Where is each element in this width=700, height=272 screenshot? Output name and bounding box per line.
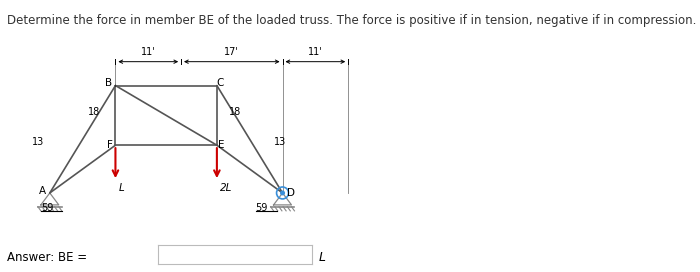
Text: 13: 13 [274,137,286,147]
Text: 17': 17' [225,47,239,57]
Circle shape [281,191,284,195]
Text: 11': 11' [308,47,323,57]
Text: 13: 13 [32,137,44,147]
Text: Determine the force in member BE of the loaded truss. The force is positive if i: Determine the force in member BE of the … [7,14,696,27]
Text: 18: 18 [229,107,241,118]
Text: 59: 59 [256,203,268,213]
Text: L: L [118,183,124,193]
Text: D: D [288,188,295,198]
Text: 2L: 2L [220,183,232,193]
Text: 18: 18 [88,107,101,118]
Text: i: i [138,248,141,261]
Text: B: B [105,78,112,88]
Text: E: E [218,140,225,150]
Text: A: A [39,186,46,196]
Text: C: C [216,78,223,88]
Text: 11': 11' [141,47,155,57]
Text: F: F [106,140,113,150]
Text: Answer: BE =: Answer: BE = [7,251,87,264]
Text: 59: 59 [41,203,53,213]
Text: L: L [318,251,326,264]
